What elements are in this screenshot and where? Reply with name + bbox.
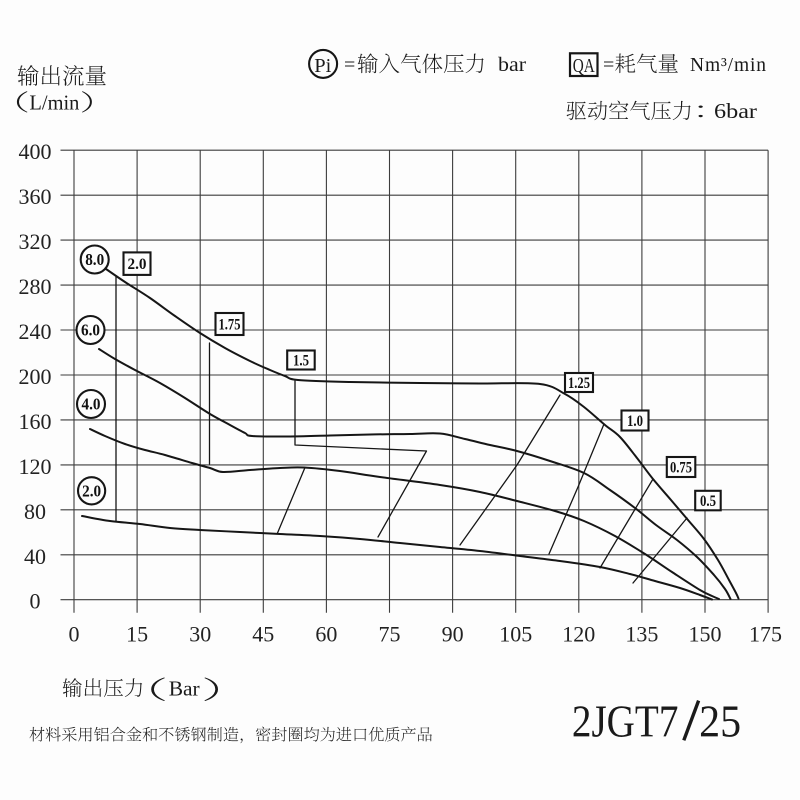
svg-text:200: 200 — [19, 364, 52, 389]
svg-text:105: 105 — [499, 622, 532, 647]
svg-text:bar: bar — [498, 54, 526, 76]
svg-text:320: 320 — [19, 229, 52, 254]
svg-text:QA: QA — [573, 55, 595, 77]
svg-text:1.0: 1.0 — [627, 413, 643, 430]
svg-text:2JGT7: 2JGT7 — [572, 696, 679, 747]
svg-text:6bar: 6bar — [714, 99, 757, 123]
svg-text:Pi: Pi — [314, 55, 331, 77]
svg-text:175: 175 — [749, 622, 782, 647]
svg-text:90: 90 — [442, 622, 464, 647]
svg-text:2.0: 2.0 — [82, 482, 101, 501]
svg-text:120: 120 — [562, 622, 595, 647]
svg-text:40: 40 — [24, 544, 46, 569]
svg-text:0.75: 0.75 — [670, 459, 692, 476]
svg-text:25: 25 — [699, 696, 741, 747]
svg-text:L/min: L/min — [29, 91, 79, 115]
svg-text:0.5: 0.5 — [700, 493, 716, 510]
svg-text:6.0: 6.0 — [81, 321, 100, 340]
svg-text:150: 150 — [689, 622, 722, 647]
svg-text:360: 360 — [19, 184, 52, 209]
svg-text:120: 120 — [19, 454, 52, 479]
svg-text:135: 135 — [625, 622, 658, 647]
svg-text:2.0: 2.0 — [128, 256, 147, 273]
svg-text:15: 15 — [126, 622, 148, 647]
svg-text:8.0: 8.0 — [85, 250, 104, 269]
svg-text:45: 45 — [252, 622, 274, 647]
svg-text:Nm³/min: Nm³/min — [690, 55, 766, 76]
svg-text:160: 160 — [19, 409, 52, 434]
svg-text:=: = — [603, 54, 614, 76]
svg-text:75: 75 — [379, 622, 401, 647]
svg-text:1.5: 1.5 — [293, 352, 309, 369]
svg-text:80: 80 — [24, 499, 46, 524]
svg-text:400: 400 — [19, 139, 52, 164]
svg-text:280: 280 — [19, 274, 52, 299]
svg-text:4.0: 4.0 — [82, 395, 101, 414]
svg-text:0: 0 — [30, 589, 41, 614]
svg-text:60: 60 — [315, 622, 337, 647]
svg-text:1.75: 1.75 — [219, 316, 241, 333]
svg-text:240: 240 — [19, 319, 52, 344]
svg-text:=: = — [344, 54, 355, 76]
svg-text:30: 30 — [189, 622, 211, 647]
svg-text:1.25: 1.25 — [568, 375, 590, 392]
svg-text:Bar: Bar — [169, 676, 200, 700]
svg-text:0: 0 — [69, 622, 80, 647]
